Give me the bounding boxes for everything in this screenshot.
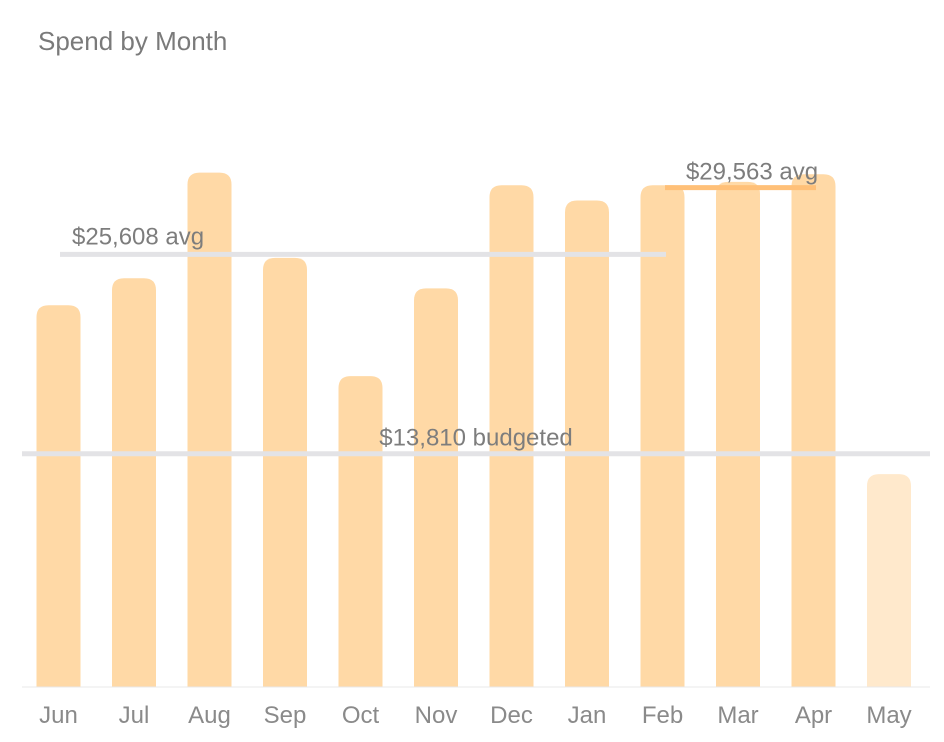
bar-dec[interactable] <box>489 185 534 688</box>
x-tick-may: May <box>866 702 911 729</box>
bar-aug[interactable] <box>187 172 232 687</box>
chart-title: Spend by Month <box>38 26 228 56</box>
x-tick-dec: Dec <box>490 702 533 729</box>
bar-jun[interactable] <box>36 305 81 687</box>
bar-may[interactable] <box>867 474 911 687</box>
x-tick-mar: Mar <box>717 702 758 729</box>
annotations-group: $25,608 avg $13,810 budgeted $29,563 avg <box>72 159 818 452</box>
x-tick-apr: Apr <box>795 702 832 729</box>
x-tick-jul: Jul <box>119 702 150 729</box>
bar-feb[interactable] <box>640 185 685 688</box>
x-tick-oct: Oct <box>342 702 380 729</box>
bar-nov[interactable] <box>414 288 458 687</box>
bar-mar[interactable] <box>716 181 760 687</box>
reference-label-2: $13,810 budgeted <box>379 425 573 452</box>
x-tick-jun: Jun <box>39 702 78 729</box>
x-tick-sep: Sep <box>264 702 307 729</box>
reference-label-1: $25,608 avg <box>72 223 204 250</box>
bar-jan[interactable] <box>565 200 609 687</box>
x-tick-jan: Jan <box>568 702 607 729</box>
reference-label-3: $29,563 avg <box>686 159 818 186</box>
x-tick-aug: Aug <box>188 702 231 729</box>
reference-lines-group <box>22 185 930 457</box>
x-tick-nov: Nov <box>415 702 458 729</box>
bar-apr[interactable] <box>791 174 836 687</box>
x-tick-feb: Feb <box>642 702 683 729</box>
bar-jul[interactable] <box>112 278 156 687</box>
x-axis-ticks-group: Jun Jul Aug Sep Oct Nov Dec Jan Feb Mar Apr May <box>22 686 930 729</box>
bar-oct[interactable] <box>338 376 383 687</box>
bar-sep[interactable] <box>263 257 307 687</box>
